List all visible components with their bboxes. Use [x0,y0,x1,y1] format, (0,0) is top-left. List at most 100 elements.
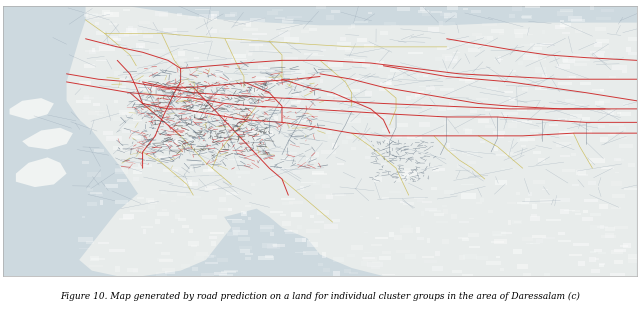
Bar [271,244,276,247]
Polygon shape [10,98,54,120]
Bar [382,251,390,254]
Bar [363,257,377,261]
Bar [231,59,247,60]
Bar [394,235,402,240]
Bar [246,110,259,113]
Bar [573,104,584,105]
Bar [157,212,169,216]
Bar [113,38,120,41]
Bar [138,99,151,103]
Bar [367,66,373,70]
Bar [491,29,504,33]
Bar [626,47,631,52]
Bar [177,193,186,195]
Bar [145,31,148,34]
Bar [193,109,202,114]
Bar [326,131,332,134]
Bar [417,91,424,96]
Bar [246,22,251,27]
Bar [510,70,516,72]
Bar [493,58,503,60]
Bar [426,87,435,91]
Bar [115,168,124,172]
Bar [397,123,408,126]
Bar [117,45,127,48]
Bar [422,256,433,258]
Bar [463,128,469,131]
Bar [350,134,359,136]
Bar [375,237,388,239]
Bar [521,202,535,205]
Bar [620,112,631,116]
Bar [589,257,596,262]
Bar [292,170,300,174]
Bar [225,159,241,160]
Bar [536,239,543,244]
Bar [493,234,502,237]
Bar [396,250,410,253]
Bar [326,15,334,20]
Bar [285,56,298,59]
Bar [155,11,168,16]
Bar [318,263,323,266]
Bar [188,241,200,246]
Bar [388,75,403,78]
Bar [90,192,102,194]
Bar [499,134,504,138]
Bar [278,104,290,107]
Bar [428,27,440,32]
Bar [191,245,197,247]
Bar [219,273,233,278]
Bar [78,237,93,242]
Bar [99,46,115,51]
Bar [593,53,604,57]
Bar [570,19,585,22]
Bar [559,131,575,136]
Bar [563,59,575,64]
Bar [273,9,284,11]
Bar [194,56,199,59]
Bar [577,55,590,56]
Bar [500,268,504,271]
Bar [214,272,227,275]
Bar [211,11,220,16]
Bar [476,202,481,204]
Bar [444,121,448,124]
Bar [258,87,271,91]
Bar [282,221,291,226]
Bar [312,180,321,186]
Bar [603,111,616,116]
Bar [599,264,604,267]
Bar [609,76,616,78]
Bar [189,168,193,171]
Bar [365,91,372,96]
Bar [361,261,367,265]
Bar [303,251,318,255]
Bar [476,256,488,260]
Bar [93,103,100,106]
Bar [463,254,477,258]
Bar [211,14,217,20]
Bar [509,14,515,18]
Bar [273,244,285,247]
Bar [260,225,274,229]
Bar [156,88,162,91]
Bar [560,209,569,214]
Bar [248,217,252,220]
Bar [96,44,108,47]
Bar [170,229,174,233]
Bar [531,214,537,217]
Bar [404,168,413,173]
Bar [467,151,478,156]
Bar [167,63,178,68]
Bar [332,143,337,148]
Bar [431,11,442,13]
Bar [117,179,127,182]
Bar [381,197,388,200]
Bar [113,117,120,121]
Bar [451,59,458,63]
Bar [305,53,319,56]
Bar [157,258,170,261]
Bar [196,252,208,256]
Bar [282,18,294,22]
